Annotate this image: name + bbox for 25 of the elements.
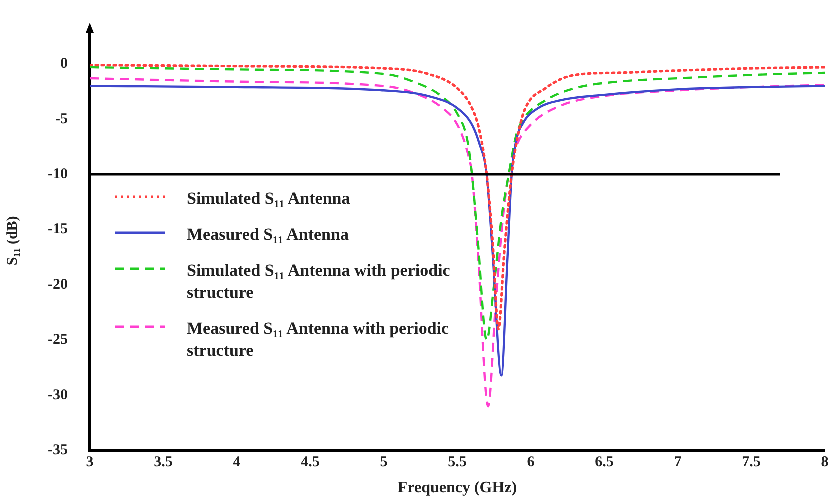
y-tick-label: 0 <box>60 56 68 72</box>
x-tick-label: 8 <box>821 454 829 471</box>
y-axis-title: S₁₁ (dB) <box>4 216 21 266</box>
x-tick-label: 4 <box>233 454 242 471</box>
x-tick-label: 5.5 <box>448 454 467 471</box>
y-tick-label: -10 <box>48 166 68 182</box>
y-tick-label: -30 <box>48 387 68 404</box>
legend-label: Measured S₁₁ Antenna <box>187 224 350 246</box>
x-tick-label: 7 <box>674 454 682 471</box>
legend-label: Simulated S₁₁ Antenna <box>187 188 352 210</box>
x-tick-label: 4.5 <box>301 454 320 471</box>
legend-label: Measured S₁₁ Antenna with periodic structure <box>187 318 450 362</box>
x-tick-label: 7.5 <box>742 454 761 471</box>
y-tick-label: -5 <box>55 111 68 128</box>
x-axis-title: Frequency (GHz) <box>398 480 518 497</box>
x-tick-label: 6.5 <box>595 454 614 471</box>
x-tick-label: 3 <box>86 454 94 471</box>
legend-label: Simulated S₁₁ Antenna with periodic structure <box>187 260 452 304</box>
x-tick-label: 3.5 <box>154 454 173 471</box>
x-tick-label: 5 <box>380 454 388 471</box>
y-tick-label: -15 <box>48 222 68 238</box>
y-tick-label: -35 <box>48 442 68 459</box>
y-tick-label: -20 <box>48 276 68 293</box>
y-tick-label: -25 <box>48 332 68 348</box>
x-tick-label: 6 <box>527 454 536 471</box>
